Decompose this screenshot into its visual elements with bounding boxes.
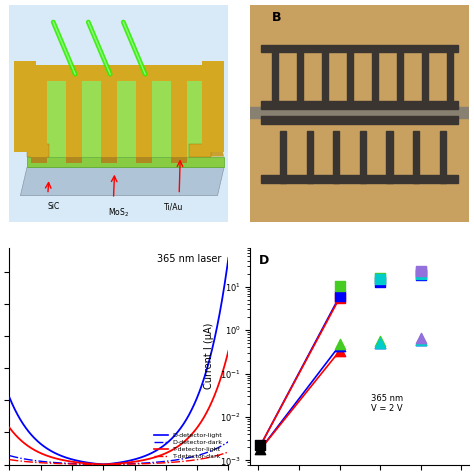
Polygon shape xyxy=(66,156,82,163)
Polygon shape xyxy=(189,144,211,156)
Bar xyxy=(297,53,303,102)
Polygon shape xyxy=(137,76,155,81)
Text: 365 nm laser: 365 nm laser xyxy=(157,254,222,264)
Text: SiC: SiC xyxy=(47,202,59,211)
Polygon shape xyxy=(27,130,224,156)
Point xyxy=(417,270,424,278)
Bar xyxy=(101,81,117,156)
Polygon shape xyxy=(14,61,36,152)
Polygon shape xyxy=(172,76,190,81)
Bar xyxy=(333,130,339,182)
Polygon shape xyxy=(202,61,224,152)
Point xyxy=(417,337,424,344)
Point xyxy=(336,282,343,290)
Point xyxy=(376,339,384,346)
Point xyxy=(417,271,424,279)
Bar xyxy=(31,81,47,156)
Bar xyxy=(280,130,286,182)
Point xyxy=(417,268,424,276)
Bar xyxy=(261,45,458,53)
Point xyxy=(417,336,424,344)
Text: MoS$_2$: MoS$_2$ xyxy=(109,207,129,219)
Polygon shape xyxy=(101,76,120,81)
Bar xyxy=(307,130,313,182)
Text: 365 nm
V = 2 V: 365 nm V = 2 V xyxy=(371,394,403,413)
Point xyxy=(376,278,384,286)
Bar xyxy=(322,53,328,102)
Polygon shape xyxy=(66,76,85,81)
Point xyxy=(336,294,343,302)
Polygon shape xyxy=(31,156,47,163)
Legend: D-detector-light, D-detector-dark, T-detector-light, T-detector-dark: D-detector-light, D-detector-dark, T-det… xyxy=(152,430,225,461)
Bar xyxy=(397,53,403,102)
Bar xyxy=(447,53,454,102)
Bar xyxy=(66,81,82,156)
Polygon shape xyxy=(31,76,50,81)
Bar xyxy=(172,81,187,156)
Point xyxy=(376,274,384,282)
Polygon shape xyxy=(27,156,224,167)
Point xyxy=(417,335,424,342)
Polygon shape xyxy=(27,144,49,156)
Text: B: B xyxy=(272,11,282,24)
Point xyxy=(336,342,343,349)
Point xyxy=(417,267,424,275)
Bar xyxy=(413,130,419,182)
Polygon shape xyxy=(101,156,117,163)
Point xyxy=(336,347,343,355)
Point xyxy=(336,292,343,300)
Bar xyxy=(250,107,469,118)
Text: Ti/Au: Ti/Au xyxy=(164,202,183,211)
Bar xyxy=(272,53,278,102)
Bar xyxy=(187,81,207,156)
Point xyxy=(376,275,384,283)
Polygon shape xyxy=(137,156,152,163)
Polygon shape xyxy=(20,167,224,196)
Bar xyxy=(347,53,354,102)
Bar xyxy=(137,81,152,156)
Bar xyxy=(440,130,446,182)
Bar xyxy=(386,130,392,182)
Polygon shape xyxy=(172,156,187,163)
Point xyxy=(256,442,264,449)
Text: D: D xyxy=(259,254,269,267)
Y-axis label: Current I (μA): Current I (μA) xyxy=(204,323,214,389)
Point xyxy=(256,446,264,453)
Bar xyxy=(261,175,458,182)
Bar xyxy=(360,130,366,182)
Point xyxy=(336,340,343,348)
Bar xyxy=(422,53,428,102)
Bar xyxy=(27,65,224,81)
Point xyxy=(376,339,384,347)
Bar xyxy=(117,81,137,156)
Bar xyxy=(372,53,378,102)
Point xyxy=(376,337,384,345)
Bar xyxy=(47,81,66,156)
Point xyxy=(417,336,424,343)
Bar xyxy=(152,81,172,156)
Bar xyxy=(261,101,458,109)
Bar xyxy=(261,117,458,124)
Bar xyxy=(82,81,101,156)
